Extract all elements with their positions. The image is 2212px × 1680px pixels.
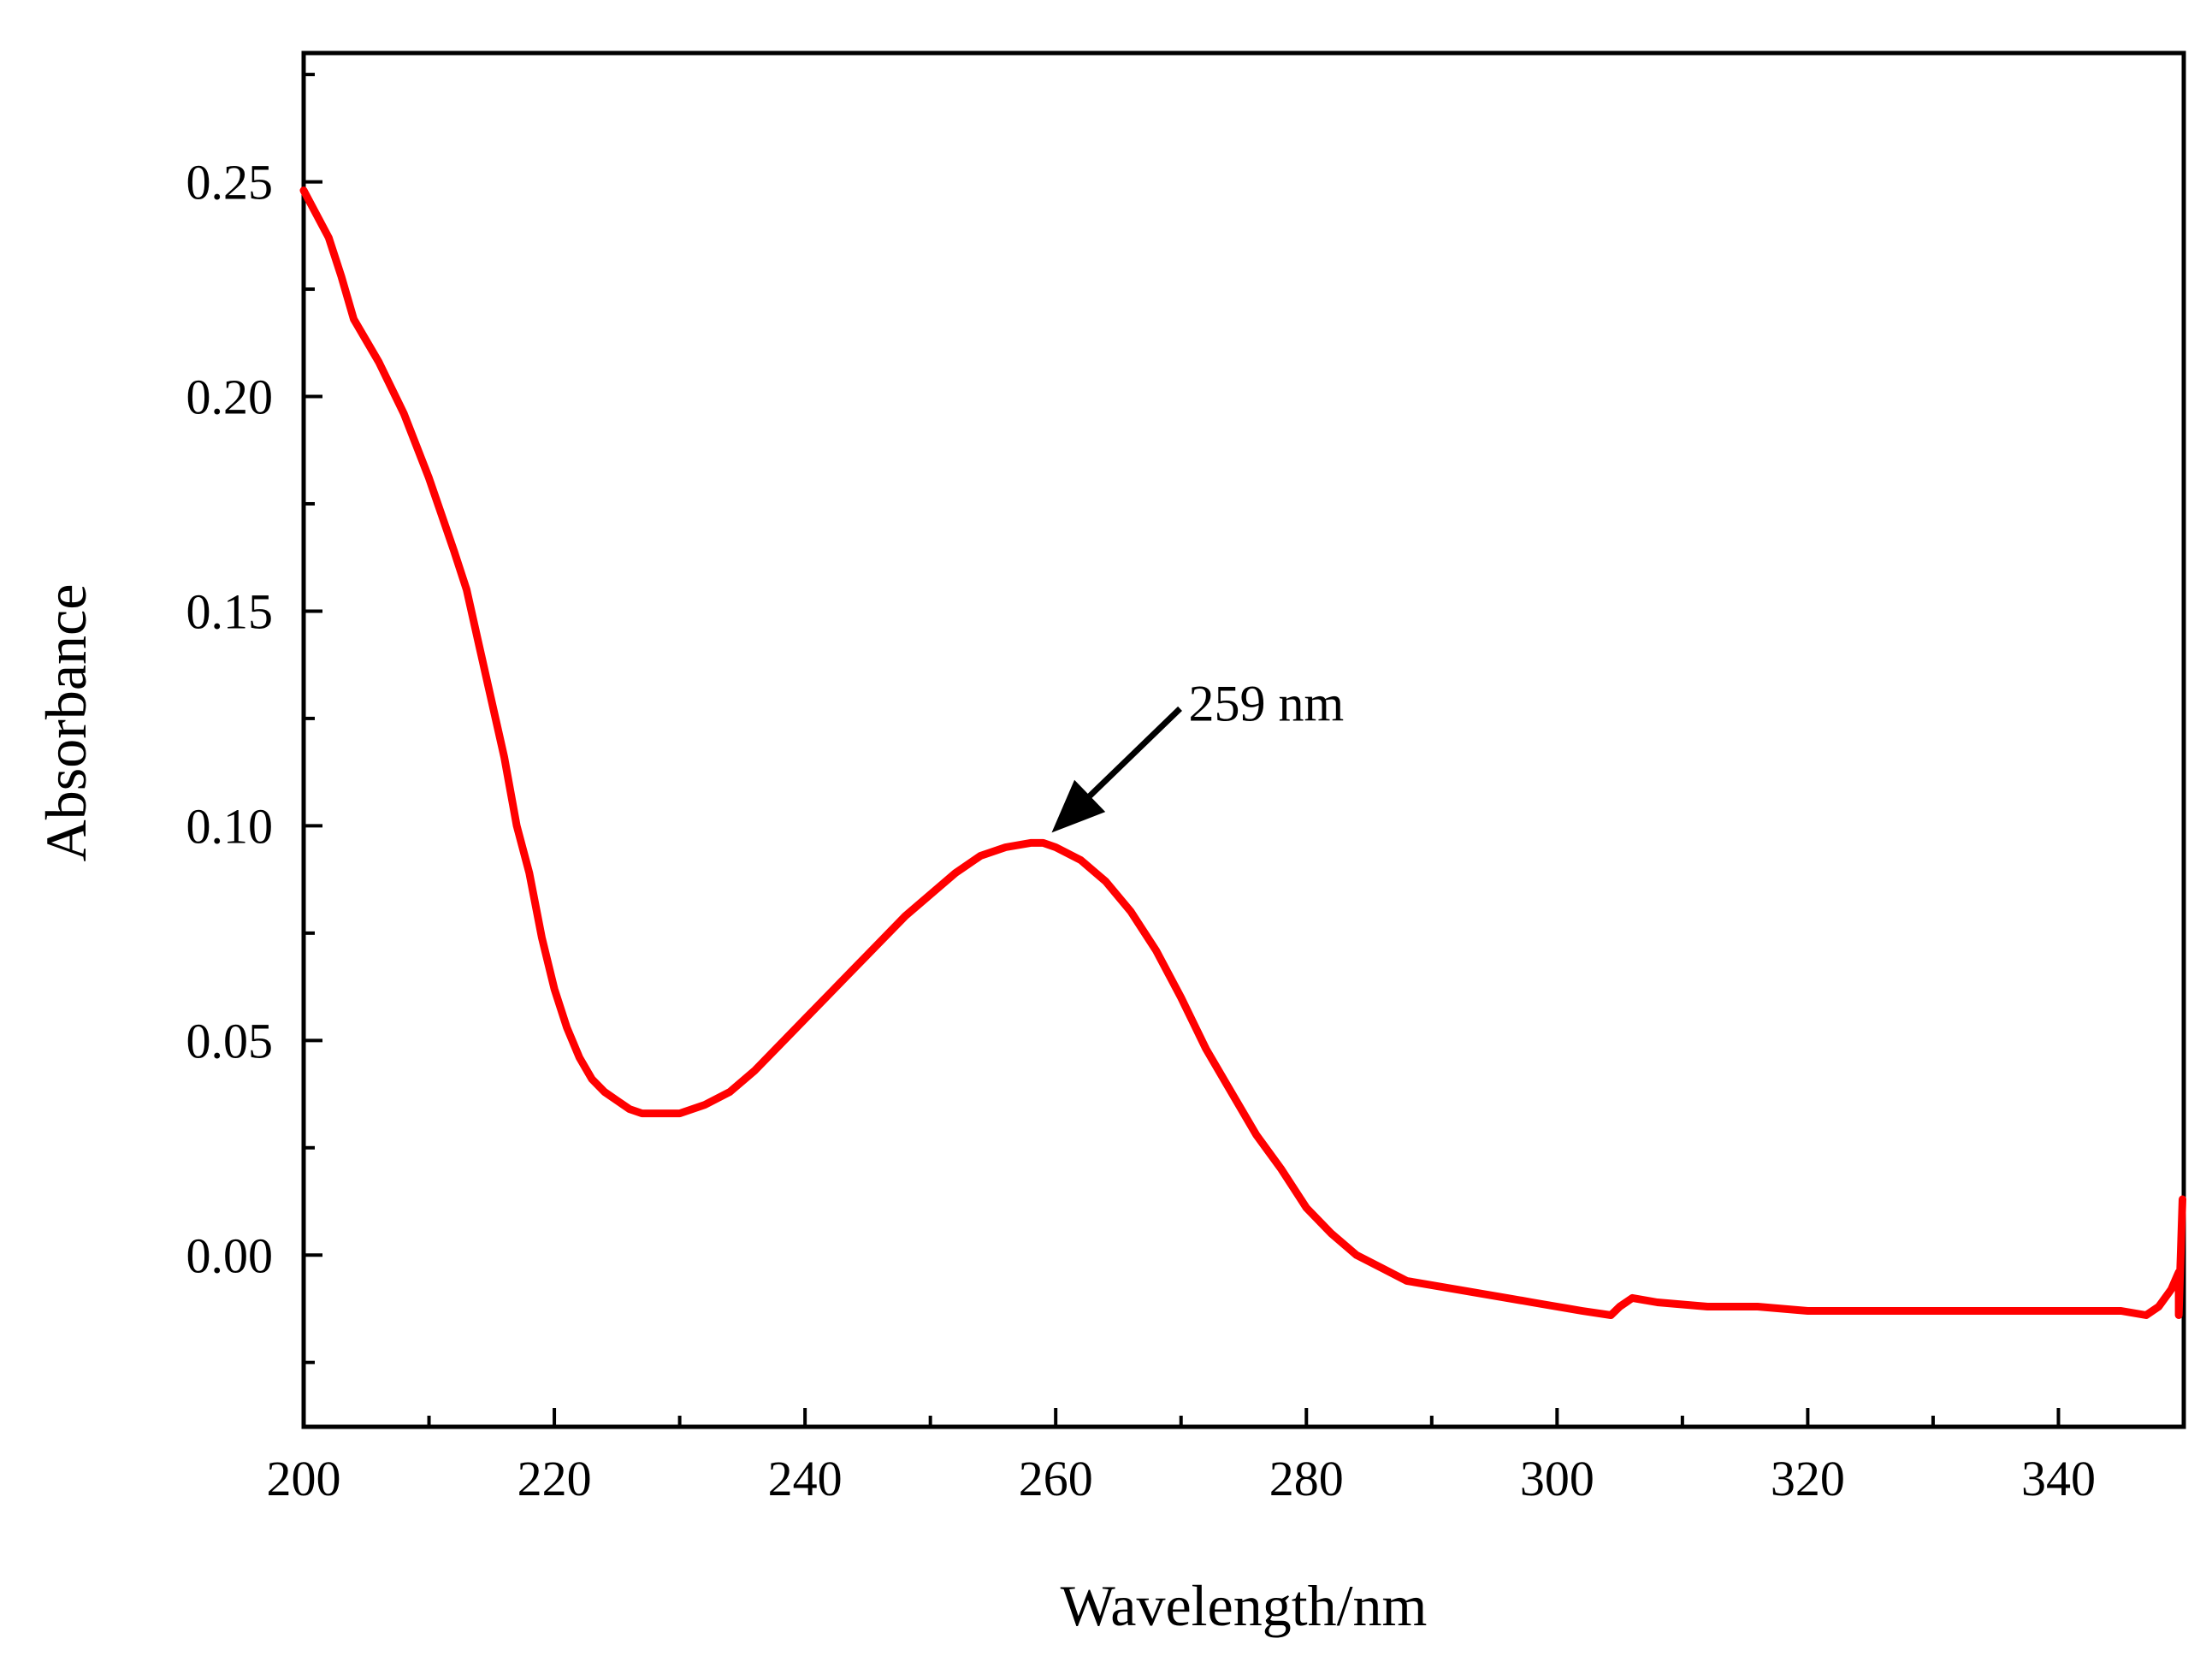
annotation-arrow-head — [1051, 779, 1106, 833]
x-tick-label: 320 — [1771, 1451, 1845, 1506]
plot-border — [301, 50, 2186, 1429]
y-axis: 0.00 0.05 0.10 0.15 0.20 0.25 — [186, 73, 322, 1364]
y-tick-label: 0.20 — [186, 370, 274, 425]
x-axis: 200 220 240 260 280 300 320 340 — [267, 1408, 2185, 1506]
plot-frame — [301, 50, 2186, 1429]
x-tick-label: 260 — [1019, 1451, 1093, 1506]
series-layer — [299, 186, 2186, 1319]
annotation-label: 259 nm — [1189, 675, 1345, 731]
y-tick-label: 0.15 — [186, 583, 274, 639]
x-tick-label: 240 — [768, 1451, 843, 1506]
x-tick-label: 280 — [1269, 1451, 1344, 1506]
y-tick-label: 0.00 — [186, 1227, 274, 1283]
y-tick-label: 0.05 — [186, 1013, 274, 1068]
y-tick-label: 0.25 — [186, 155, 274, 210]
series-line — [299, 186, 2186, 1319]
x-tick-label: 200 — [267, 1451, 341, 1506]
annotation-layer: 259 nm — [1051, 675, 1345, 833]
annotation-arrow-shaft — [1073, 706, 1182, 812]
x-tick-label: 220 — [518, 1451, 592, 1506]
y-axis-title: Absorbance — [33, 584, 98, 862]
x-tick-label: 300 — [1520, 1451, 1594, 1506]
y-tick-label: 0.10 — [186, 798, 274, 854]
x-tick-label: 340 — [2021, 1451, 2096, 1506]
x-axis-title: Wavelength/nm — [1061, 1573, 1428, 1638]
